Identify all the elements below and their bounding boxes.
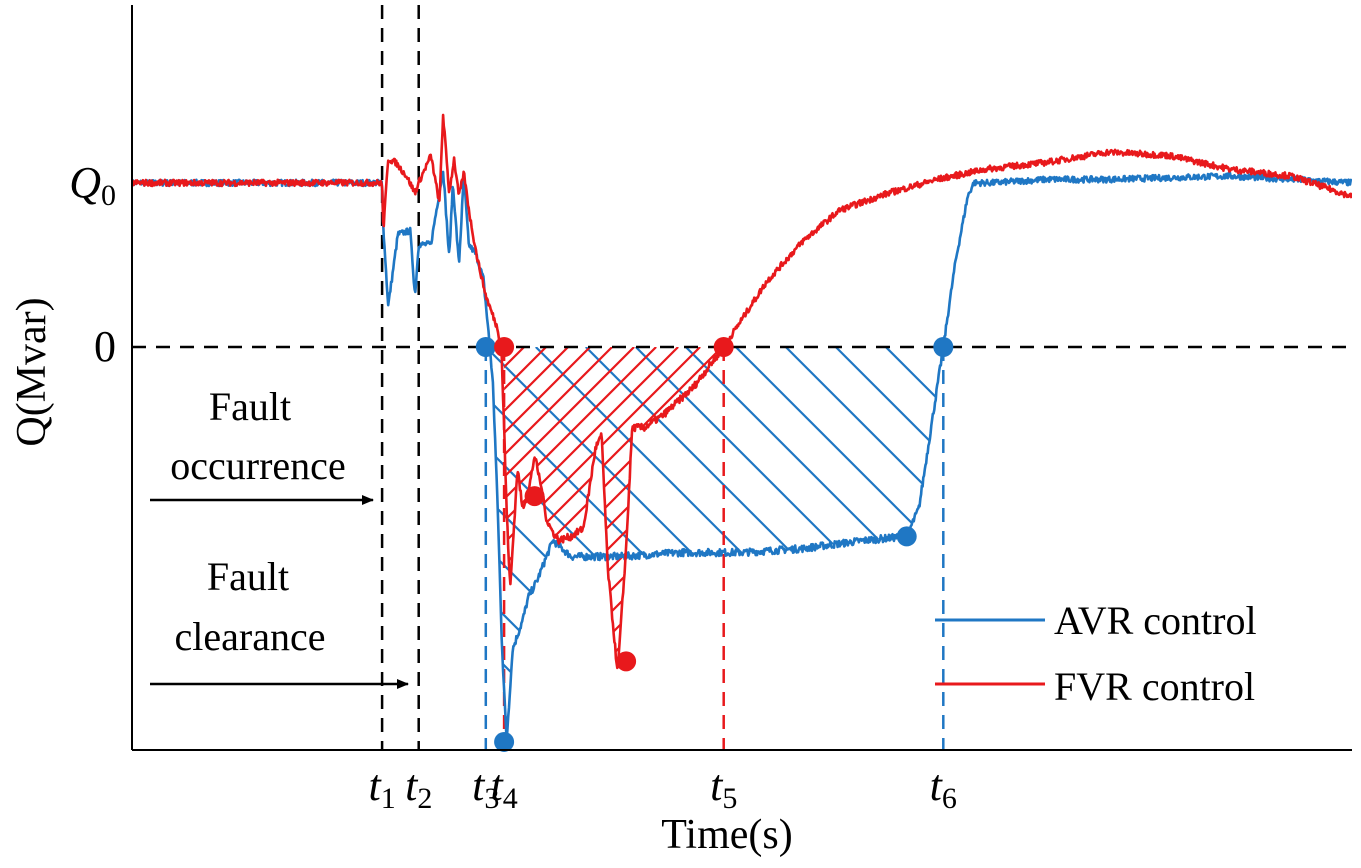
hatch-line <box>504 347 547 670</box>
x-tick-main: t <box>472 761 486 810</box>
y-axis-label: Q(Mvar) <box>9 297 55 446</box>
x-tick-sub: 5 <box>722 782 737 815</box>
marker-points <box>475 337 954 752</box>
x-tick-label-t1: t1 <box>368 761 395 815</box>
series-layer <box>132 113 1352 741</box>
hatch-line <box>504 347 613 670</box>
hatch-line <box>485 346 707 739</box>
hatch-line <box>675 347 724 670</box>
hatch-line <box>504 347 591 670</box>
y-tick-labels: Q00 <box>69 158 116 371</box>
point-fvr-5 <box>524 486 545 507</box>
hatch-line <box>653 347 724 670</box>
point-fvr-4 <box>494 337 515 357</box>
hatch-line <box>504 347 679 670</box>
fault-occurrence-line-2: occurrence <box>170 443 345 488</box>
x-tick-label-t3: t3 <box>472 761 499 815</box>
fault-occurrence-line-1: Fault <box>209 384 291 429</box>
hatch-line <box>735 346 944 739</box>
hatch-line <box>635 346 944 739</box>
y-tick-main: 0 <box>94 322 116 371</box>
x-tick-main: t <box>930 761 944 810</box>
fault-clearance-line-2: clearance <box>175 614 326 659</box>
hatch-line <box>485 346 507 739</box>
hatch-line <box>504 347 724 670</box>
y-tick-label-1: 0 <box>94 322 116 371</box>
x-tick-sub: 3 <box>484 782 499 815</box>
legend-label-avr: AVR control <box>1054 598 1257 643</box>
hatch-line <box>504 347 657 670</box>
y-tick-main: Q <box>69 158 101 207</box>
point-avr-3 <box>933 337 954 357</box>
series-line-fvr <box>132 113 1352 670</box>
x-tick-sub: 4 <box>503 782 518 815</box>
hatch-line <box>504 347 525 670</box>
hatch-line <box>785 346 944 739</box>
x-tick-sub: 6 <box>942 782 957 815</box>
x-tick-sub: 1 <box>381 782 396 815</box>
y-tick-sub: 0 <box>101 179 116 212</box>
x-tick-label-t4: t4 <box>490 761 517 815</box>
x-axis-label: Time(s) <box>661 812 792 858</box>
y-tick-label-0: Q0 <box>69 158 116 212</box>
x-tick-label-t5: t5 <box>710 761 737 815</box>
point-avr-0 <box>475 337 496 357</box>
hatch-line <box>609 347 724 670</box>
hatch-line <box>504 347 635 670</box>
hatch-line <box>835 346 944 739</box>
hatch-line <box>504 347 724 670</box>
legend-label-fvr: FVR control <box>1054 664 1255 709</box>
hatch-line <box>504 347 701 670</box>
x-tick-label-t2: t2 <box>405 761 432 815</box>
fault-clearance-line-1: Fault <box>207 554 289 599</box>
x-tick-sub: 2 <box>417 782 432 815</box>
x-tick-label-t6: t6 <box>930 761 957 815</box>
fault-occurrence-annotation: Fault occurrence <box>150 384 374 505</box>
x-tick-main: t <box>405 761 419 810</box>
point-avr-2 <box>896 526 917 547</box>
x-tick-main: t <box>710 761 724 810</box>
x-tick-main: t <box>490 761 504 810</box>
legend: AVR control FVR control <box>935 598 1257 709</box>
x-tick-main: t <box>368 761 382 810</box>
point-avr-1 <box>494 731 515 752</box>
hatch-line <box>631 347 724 670</box>
fault-clearance-annotation: Fault clearance <box>150 554 409 689</box>
point-fvr-7 <box>713 337 734 357</box>
hatch-line <box>685 346 944 739</box>
point-fvr-6 <box>616 651 637 672</box>
